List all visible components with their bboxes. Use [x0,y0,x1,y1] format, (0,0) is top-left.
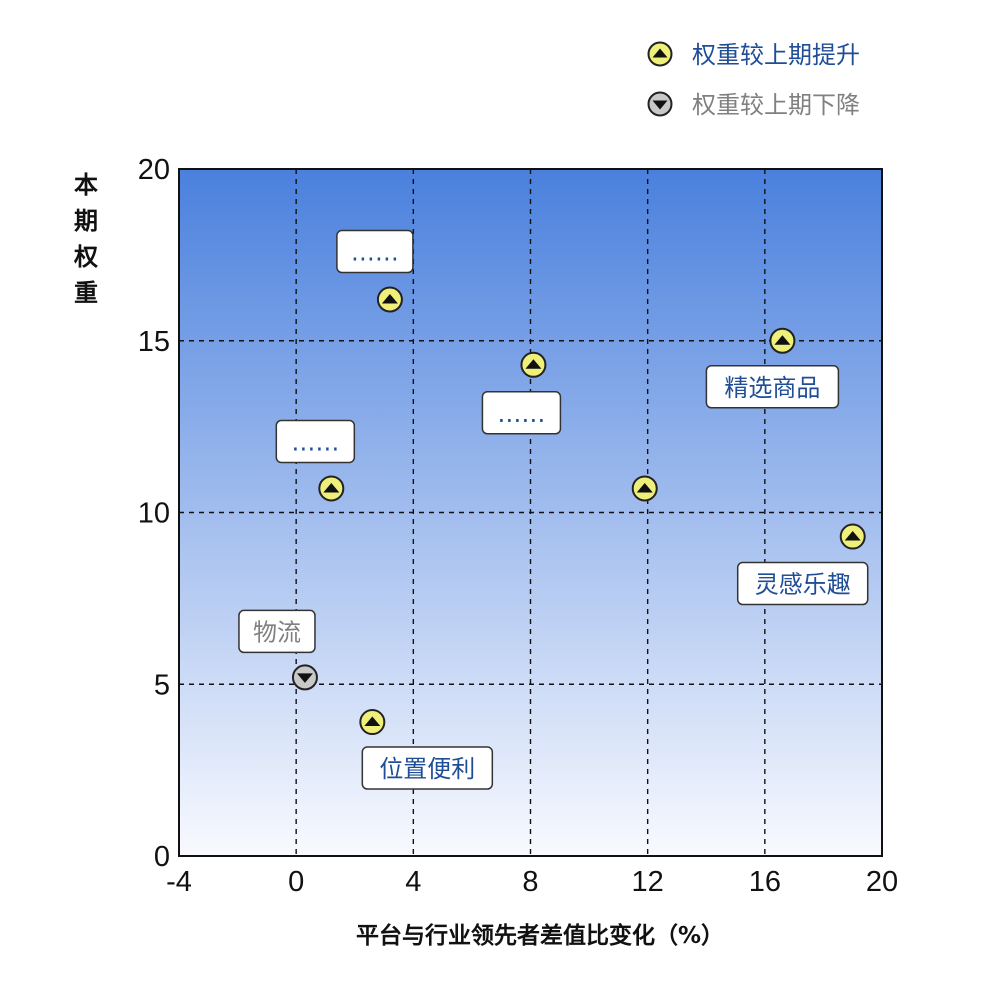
x-tick-label: -4 [166,866,192,898]
annotation-text: …… [291,428,339,456]
y-tick-label: 0 [154,841,170,873]
y-axis-ticks: 0 5 10 15 20 [138,154,170,873]
data-point-down [291,664,318,691]
annotation-text: 物流 [253,618,301,646]
annotation-box [705,365,840,409]
x-axis-ticks: -4 0 4 8 12 16 20 [166,866,898,898]
data-point-up [520,351,547,378]
grid [179,169,882,856]
data-points [291,286,866,736]
annotation-text: 精选商品 [724,374,820,402]
x-tick-label: 20 [866,866,898,898]
y-axis-label-char: 本 [74,171,98,199]
legend-item-up: 权重较上期提升 [647,41,860,69]
y-tick-label: 5 [154,669,170,701]
annotation-box [481,391,562,435]
data-point-up [318,475,345,502]
data-point-up [839,523,866,550]
data-point-up [376,286,403,313]
x-tick-label: 12 [632,866,664,898]
up-triangle-icon [647,41,673,67]
annotation-label: 灵感乐趣 [736,561,869,606]
annotation-box [361,746,494,790]
annotation-box [238,609,316,654]
annotation-label: 位置便利 [361,746,494,790]
annotation-box [736,561,869,606]
annotation-label: …… [336,229,414,274]
annotation-label: …… [275,419,356,464]
legend-item-down: 权重较上期下降 [647,91,860,119]
annotation-label: 物流 [238,609,316,654]
annotation-text: …… [351,239,399,267]
x-tick-label: 4 [405,866,421,898]
data-point-up [631,475,658,502]
annotation-box [336,229,414,274]
y-tick-label: 20 [138,154,170,186]
x-tick-label: 8 [522,866,538,898]
down-triangle-icon [647,91,673,117]
y-axis-label-char: 期 [74,207,98,235]
annotation-text: 位置便利 [379,755,475,783]
annotation-label: 精选商品 [705,365,840,409]
annotation-text: 灵感乐趣 [755,571,851,599]
y-axis-label-char: 权 [73,243,98,271]
annotation-box [275,419,356,464]
y-tick-label: 15 [138,326,170,358]
legend: 权重较上期提升 权重较上期下降 [647,41,860,119]
y-tick-label: 10 [138,498,170,530]
annotation-label: …… [481,391,562,435]
y-axis-label-char: 重 [74,279,98,307]
legend-label-up: 权重较上期提升 [692,41,860,69]
x-axis-label: 平台与行业领先者差值比变化（%） [356,922,724,949]
annotation-text: …… [497,400,545,428]
data-point-up [359,709,386,736]
x-tick-label: 0 [288,866,304,898]
x-tick-label: 16 [749,866,781,898]
data-point-up [769,327,796,354]
legend-label-down: 权重较上期下降 [692,91,860,119]
